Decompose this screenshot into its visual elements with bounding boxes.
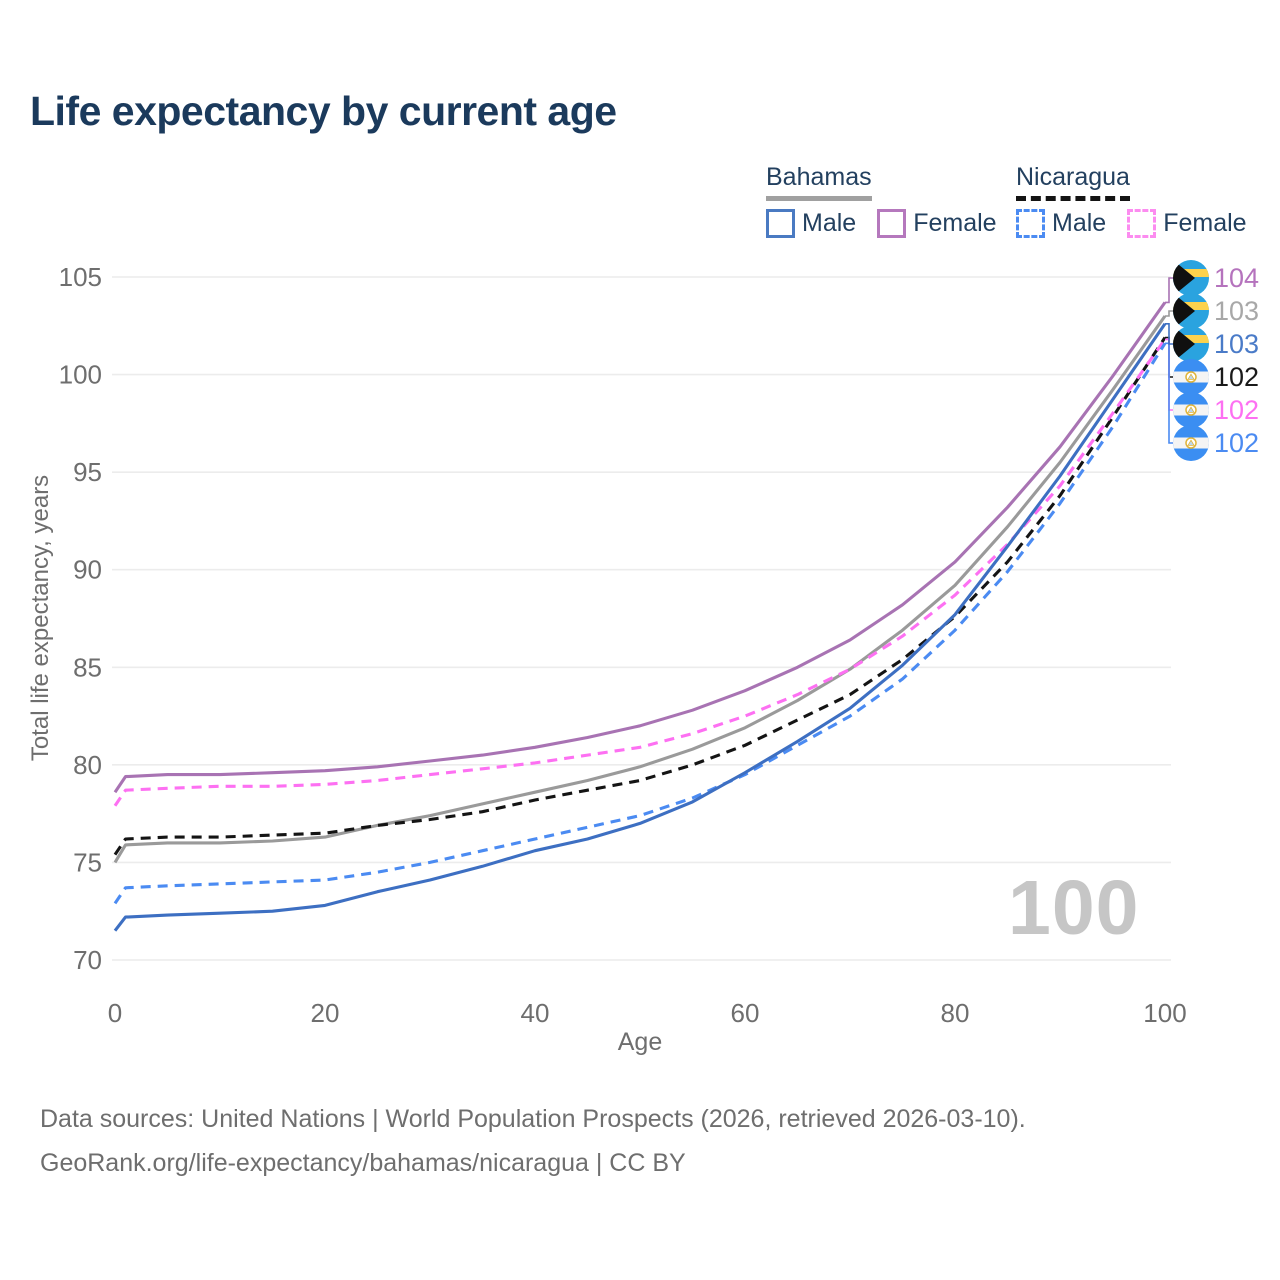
end-label-connector — [1165, 310, 1173, 317]
line-nicaragua — [113, 336, 1167, 856]
end-value-label: 102 — [1214, 428, 1259, 458]
y-tick-label: 80 — [73, 750, 102, 780]
x-tick-label: 80 — [941, 998, 970, 1028]
y-axis-title: Total life expectancy, years — [27, 475, 54, 761]
x-axis-title: Age — [618, 1028, 662, 1056]
nicaragua-flag-icon — [1173, 425, 1209, 461]
line-nicaragua-male — [113, 342, 1167, 905]
legend-swatch-bahamas-female[interactable] — [877, 209, 907, 238]
data-sources-text: Data sources: United Nations | World Pop… — [40, 1105, 1026, 1133]
legend-country-bahamas[interactable]: Bahamas — [766, 163, 872, 201]
y-tick-label: 100 — [59, 360, 102, 390]
legend-group-nicaragua: Nicaragua Male Female — [1016, 163, 1268, 238]
end-label-connector — [1165, 277, 1173, 304]
end-value-label: 102 — [1214, 395, 1259, 425]
x-tick-label: 40 — [521, 998, 550, 1028]
legend-label-bahamas-female[interactable]: Female — [913, 209, 997, 237]
legend-label-bahamas-male[interactable]: Male — [802, 209, 857, 237]
bahamas-flag-icon — [1173, 260, 1209, 296]
age-watermark: 100 — [1008, 865, 1140, 951]
x-tick-label: 100 — [1143, 998, 1186, 1028]
legend-country-nicaragua[interactable]: Nicaragua — [1016, 163, 1130, 201]
y-tick-label: 105 — [59, 262, 102, 292]
nicaragua-flag-icon — [1173, 392, 1209, 428]
end-value-label: 103 — [1214, 296, 1259, 326]
x-tick-label: 0 — [108, 998, 122, 1028]
end-value-label: 103 — [1214, 329, 1259, 359]
line-bahamas-female — [113, 301, 1167, 794]
line-bahamas — [113, 315, 1167, 864]
legend-group-bahamas: Bahamas Male Female — [766, 163, 1018, 238]
end-value-label: 102 — [1214, 362, 1259, 392]
bahamas-flag-icon — [1173, 293, 1209, 329]
end-value-label: 104 — [1214, 263, 1259, 293]
y-tick-label: 75 — [73, 847, 102, 877]
y-tick-label: 95 — [73, 457, 102, 487]
end-label-connector — [1165, 323, 1173, 345]
line-nicaragua-female — [113, 338, 1167, 807]
legend-swatch-nicaragua-female[interactable] — [1127, 209, 1157, 238]
legend: Bahamas Male Female Nicaragua Male Femal… — [0, 163, 1280, 243]
end-label-connector — [1165, 342, 1173, 444]
legend-label-nicaragua-male[interactable]: Male — [1052, 209, 1107, 237]
y-tick-label: 90 — [73, 555, 102, 585]
legend-label-nicaragua-female[interactable]: Female — [1163, 209, 1247, 237]
legend-swatch-nicaragua-male[interactable] — [1016, 209, 1045, 238]
x-tick-label: 20 — [311, 998, 340, 1028]
y-tick-label: 85 — [73, 652, 102, 682]
x-tick-label: 60 — [731, 998, 760, 1028]
attribution-link-text[interactable]: GeoRank.org/life-expectancy/bahamas/nica… — [40, 1149, 686, 1177]
y-tick-label: 70 — [73, 945, 102, 975]
legend-swatch-bahamas-male[interactable] — [766, 209, 795, 238]
line-bahamas-male — [113, 322, 1167, 932]
nicaragua-flag-icon — [1173, 359, 1209, 395]
page-title: Life expectancy by current age — [30, 88, 617, 134]
footer: Data sources: United Nations | World Pop… — [40, 1104, 1026, 1192]
bahamas-flag-icon — [1173, 326, 1209, 362]
